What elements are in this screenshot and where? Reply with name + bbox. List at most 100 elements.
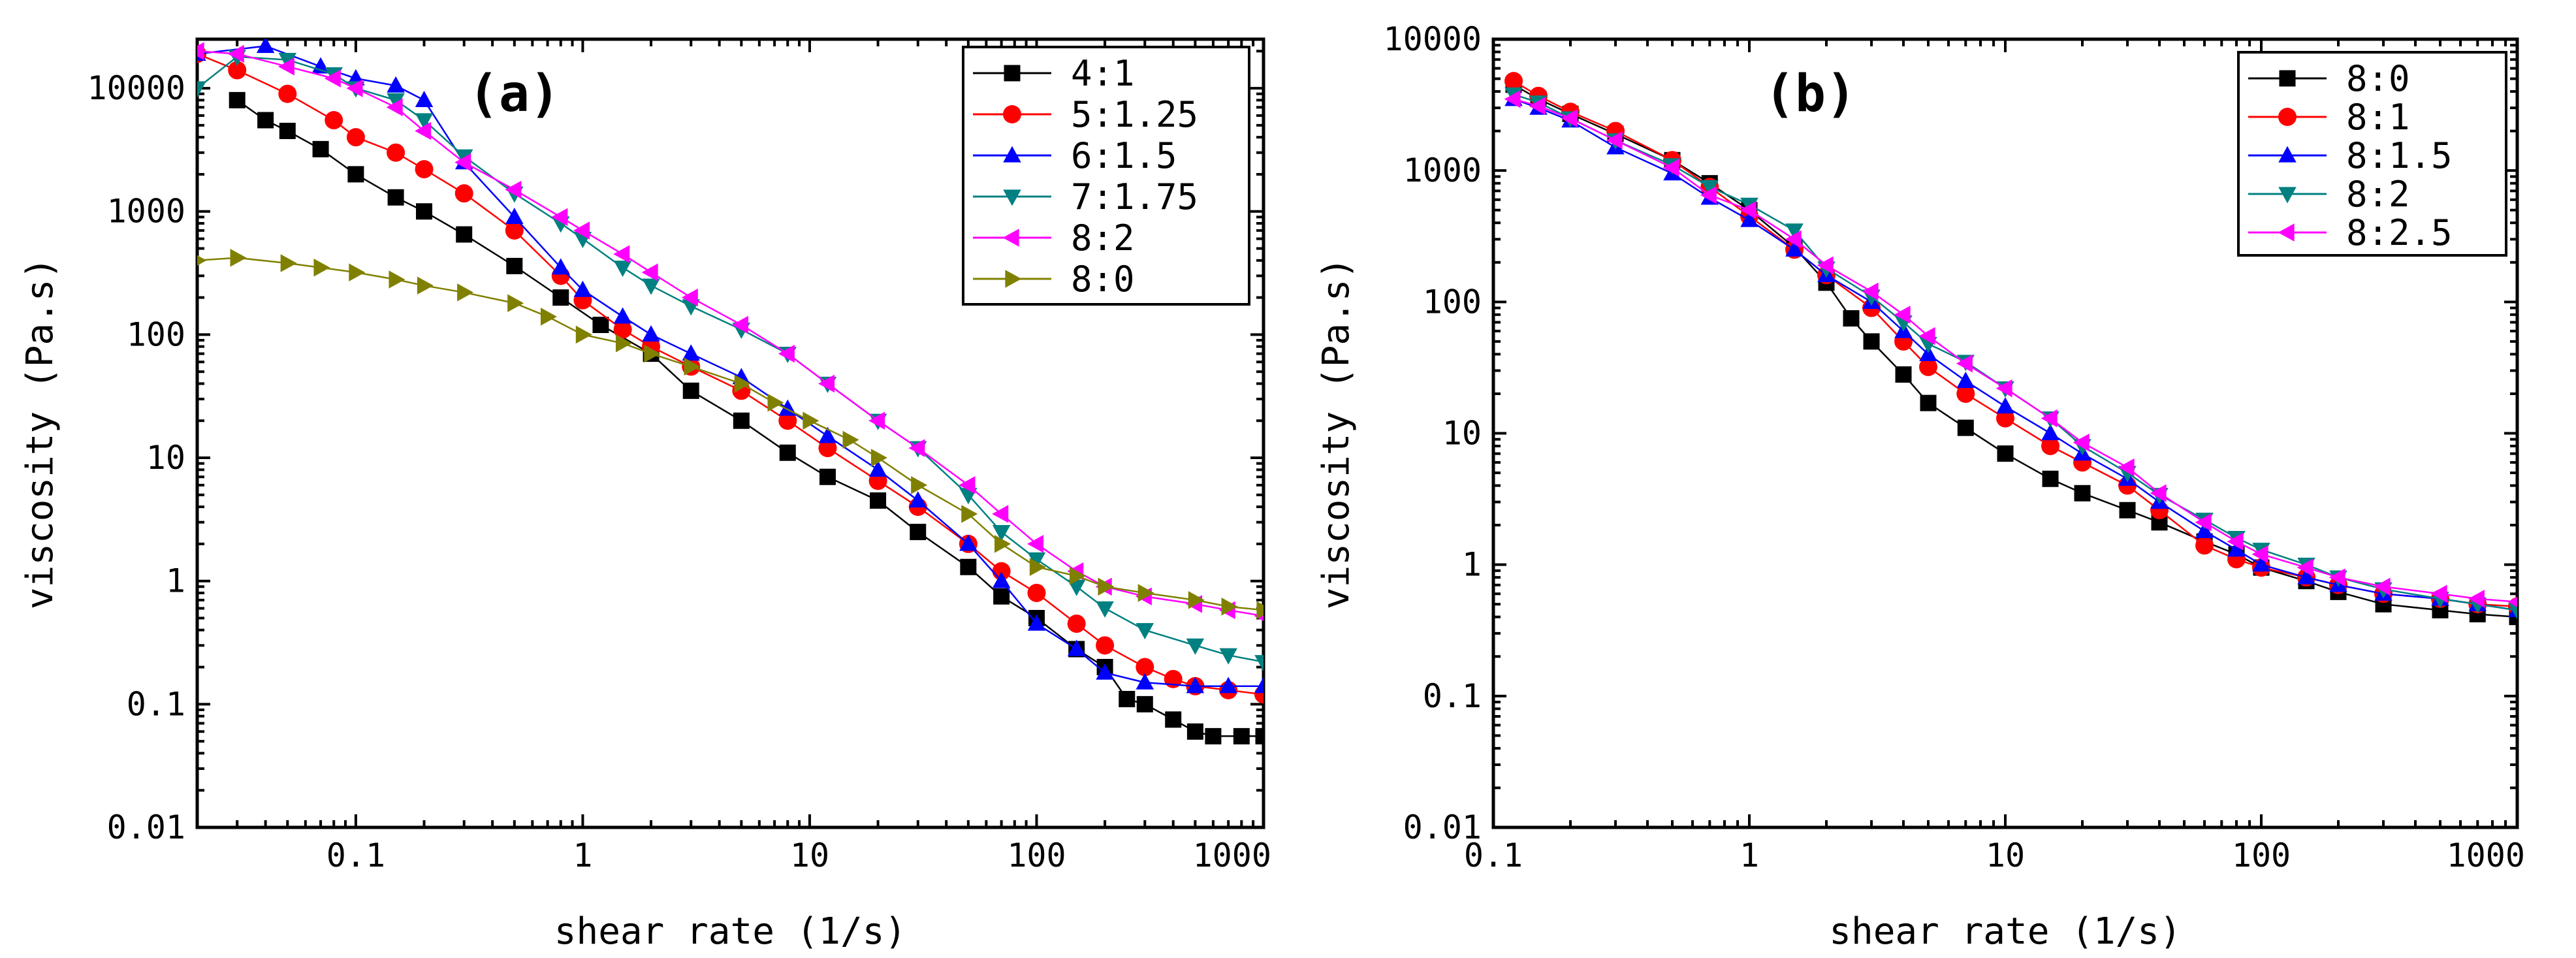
data-point <box>507 294 524 312</box>
legend-item: 8:0 <box>2248 58 2410 99</box>
data-point <box>454 153 471 172</box>
data-point <box>346 79 363 97</box>
data-point <box>1504 72 1523 91</box>
data-point <box>778 411 797 430</box>
data-point <box>1996 397 2014 414</box>
legend-label: 7:1.75 <box>1071 176 1198 217</box>
data-point <box>642 325 660 342</box>
data-point <box>778 344 795 363</box>
data-point <box>1221 598 1238 616</box>
x-tick-label: 0.1 <box>326 837 385 874</box>
y-tick-label: 10 <box>146 439 185 477</box>
x-tick-label: 10 <box>1986 837 2025 874</box>
data-point <box>324 69 341 88</box>
data-point <box>573 280 592 297</box>
data-point <box>2195 513 2212 532</box>
y-tick-label: 10000 <box>1383 20 1482 58</box>
legend-marker <box>2279 70 2296 87</box>
data-point <box>575 325 592 344</box>
data-point <box>1136 673 1154 690</box>
data-point <box>910 524 927 541</box>
data-point <box>1186 723 1203 740</box>
x-axis-title: shear rate (1/s) <box>554 910 906 953</box>
data-point <box>909 491 927 508</box>
data-point <box>2150 484 2167 502</box>
data-point <box>2297 558 2314 577</box>
x-tick-label: 10 <box>790 837 829 874</box>
data-point <box>454 184 473 203</box>
legend-marker <box>2278 146 2297 163</box>
legend-label: 5:1.25 <box>1071 94 1198 135</box>
data-point <box>842 430 859 449</box>
data-point <box>2374 577 2391 596</box>
data-point <box>278 84 297 103</box>
data-point <box>2042 470 2059 487</box>
data-point <box>992 524 1011 541</box>
data-point <box>868 411 885 430</box>
data-point <box>1920 394 1937 411</box>
data-point <box>456 226 473 243</box>
data-point <box>2468 590 2485 608</box>
data-point <box>1067 639 1086 656</box>
series-8:2.5 <box>1504 89 2517 608</box>
data-point <box>1027 552 1046 569</box>
data-point <box>387 143 405 162</box>
data-point <box>2227 532 2244 551</box>
data-point <box>1165 711 1182 728</box>
data-point <box>1186 677 1205 694</box>
legend-label: 8:2 <box>1071 217 1135 259</box>
data-point <box>819 468 836 485</box>
data-point <box>415 121 432 140</box>
data-point <box>1997 445 2014 462</box>
data-point <box>505 221 524 240</box>
y-tick-label: 0.01 <box>1403 808 1482 846</box>
legend-marker <box>1003 189 1021 206</box>
legend-item: 7:1.75 <box>973 176 1198 217</box>
x-axis-title: shear rate (1/s) <box>1829 910 2181 953</box>
data-point <box>552 258 570 275</box>
x-tick-label: 1 <box>573 837 592 874</box>
data-point <box>1188 591 1205 609</box>
data-point <box>1254 677 1264 694</box>
y-axis-title: viscosity (Pa.s) <box>19 257 61 609</box>
y-tick-label: 1 <box>1462 546 1482 584</box>
data-point <box>613 245 630 263</box>
data-point <box>731 315 748 334</box>
data-point <box>1918 327 1935 345</box>
data-point <box>415 160 434 179</box>
legend-marker <box>2278 187 2297 204</box>
y-tick-label: 1 <box>166 562 185 600</box>
data-point <box>1096 636 1115 655</box>
data-point <box>613 320 632 339</box>
data-point <box>1561 109 1578 127</box>
legend-label: 4:1 <box>1071 53 1135 94</box>
data-point <box>1740 200 1757 219</box>
legend-item: 6:1.5 <box>973 135 1177 176</box>
legend-marker <box>1004 65 1021 82</box>
y-tick-label: 10 <box>1442 415 1482 453</box>
data-point <box>767 393 784 412</box>
x-tick-label: 1 <box>1740 837 1759 874</box>
data-point <box>1098 577 1115 596</box>
data-point <box>1070 567 1087 585</box>
data-point <box>1996 409 2014 428</box>
y-tick-label: 100 <box>127 315 185 353</box>
legend-label: 8:2 <box>2346 174 2410 215</box>
x-tick-label: 100 <box>1007 837 1066 874</box>
y-tick-label: 1000 <box>1403 152 1482 189</box>
data-point <box>1529 97 1546 116</box>
data-point <box>1662 159 1679 177</box>
data-point <box>684 357 701 376</box>
data-point <box>1027 614 1046 631</box>
y-tick-label: 10000 <box>87 69 185 107</box>
plot-area <box>1504 72 2517 626</box>
data-point <box>1254 655 1264 672</box>
legend-marker <box>1003 146 1021 163</box>
legend-item: 8:1.5 <box>2248 135 2453 176</box>
legend-label: 6:1.5 <box>1071 135 1177 176</box>
data-point <box>389 270 405 289</box>
data-point <box>278 52 297 69</box>
data-point <box>2041 424 2059 441</box>
data-point <box>2073 433 2090 452</box>
data-point <box>959 476 976 494</box>
